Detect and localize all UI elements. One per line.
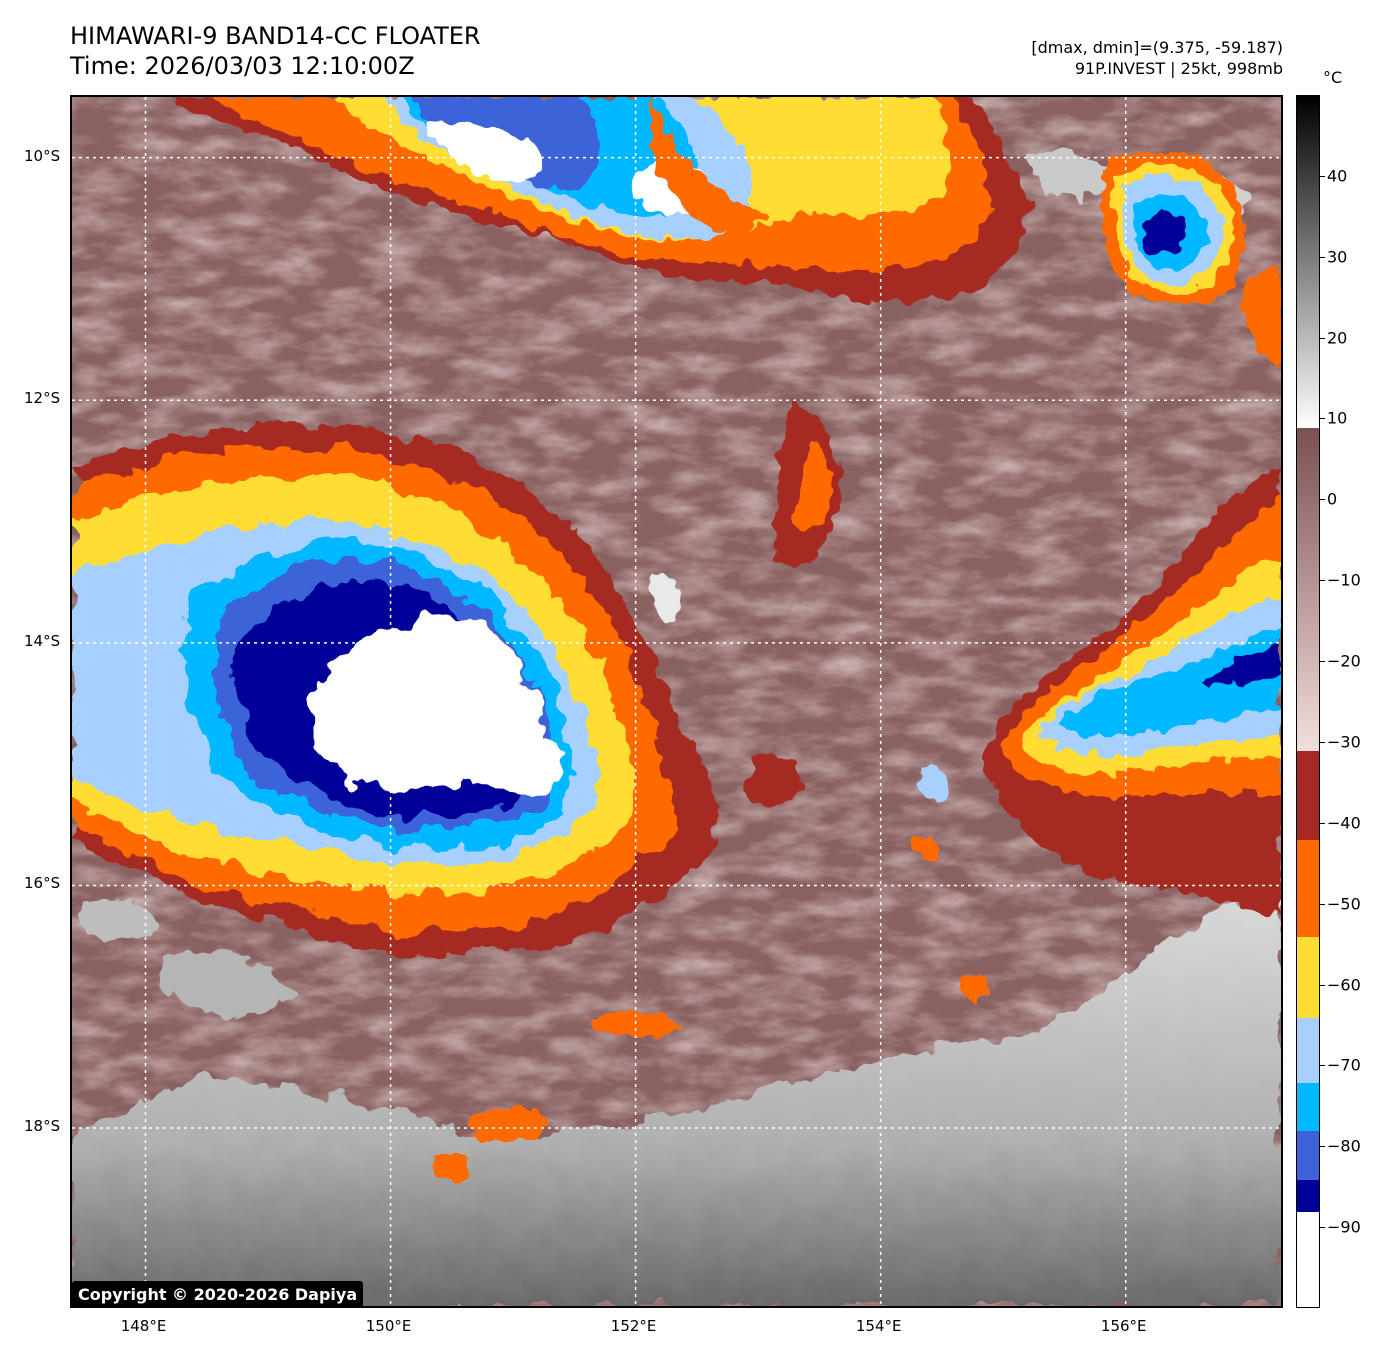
colorbar-tick-1	[1320, 256, 1325, 258]
colorbar-unit: °C	[1323, 68, 1343, 87]
data-range-info: [dmax, dmin]=(9.375, -59.187)	[1031, 38, 1283, 57]
copyright-badge: Copyright © 2020-2026 Dapiya	[72, 1281, 364, 1306]
colorbar-tick-2	[1320, 337, 1325, 339]
scattered-cells	[432, 97, 989, 1182]
colorbar-band-3	[1297, 839, 1319, 937]
colorbar-tick-4	[1320, 499, 1325, 501]
storm-cluster	[72, 422, 718, 957]
colorbar-tick-0	[1320, 175, 1325, 177]
colorbar	[1296, 95, 1320, 1308]
colorbar-band-2	[1297, 751, 1319, 840]
colorbar-label-6: −20	[1327, 651, 1361, 671]
colorbar-label-4: 0	[1327, 489, 1338, 509]
colorbar-label-11: −70	[1327, 1055, 1361, 1075]
colorbar-label-2: 20	[1327, 328, 1348, 348]
colorbar-label-5: −10	[1327, 570, 1361, 590]
colorbar-band-5	[1297, 1017, 1319, 1083]
colorbar-band-0	[1297, 96, 1319, 428]
colorbar-label-7: −30	[1327, 732, 1361, 752]
storm-info: 91P.INVEST | 25kt, 998mb	[1074, 59, 1283, 78]
map-title: HIMAWARI-9 BAND14-CC FLOATER	[70, 22, 481, 50]
colorbar-label-1: 30	[1327, 247, 1348, 267]
lat-label-3: 16°S	[24, 874, 61, 893]
lat-label-1: 12°S	[24, 389, 61, 408]
colorbar-tick-3	[1320, 418, 1325, 420]
map-time: Time: 2026/03/03 12:10:00Z	[70, 52, 415, 80]
colorbar-tick-12	[1320, 1146, 1325, 1148]
northern-band	[172, 97, 1032, 302]
colorbar-label-12: −80	[1327, 1136, 1361, 1156]
lon-label-1: 150°E	[365, 1317, 412, 1335]
colorbar-band-4	[1297, 937, 1319, 1018]
colorbar-tick-8	[1320, 822, 1325, 824]
lat-label-0: 10°S	[24, 146, 61, 165]
eastern-band	[982, 467, 1281, 917]
colorbar-tick-13	[1320, 1227, 1325, 1229]
colorbar-label-13: −90	[1327, 1217, 1361, 1237]
colorbar-label-8: −40	[1327, 813, 1361, 833]
colorbar-label-9: −50	[1327, 894, 1361, 914]
colorbar-label-10: −60	[1327, 975, 1361, 995]
lat-label-4: 18°S	[24, 1117, 61, 1136]
colorbar-tick-5	[1320, 580, 1325, 582]
colorbar-label-3: 10	[1327, 408, 1348, 428]
colorbar-band-8	[1297, 1179, 1319, 1212]
colorbar-tick-7	[1320, 741, 1325, 743]
colorbar-band-7	[1297, 1131, 1319, 1180]
lon-label-4: 156°E	[1100, 1317, 1147, 1335]
ne-cell	[1102, 150, 1281, 367]
colorbar-label-0: 40	[1327, 166, 1348, 186]
lat-label-2: 14°S	[24, 631, 61, 650]
colorbar-tick-10	[1320, 984, 1325, 986]
colorbar-band-9	[1297, 1211, 1319, 1307]
colorbar-band-1	[1297, 427, 1319, 751]
lon-label-2: 152°E	[610, 1317, 657, 1335]
colorbar-tick-9	[1320, 903, 1325, 905]
colorbar-tick-6	[1320, 661, 1325, 663]
lon-label-3: 154°E	[855, 1317, 902, 1335]
colorbar-tick-11	[1320, 1065, 1325, 1067]
lon-label-0: 148°E	[120, 1317, 167, 1335]
colorbar-band-6	[1297, 1082, 1319, 1132]
satellite-map: Copyright © 2020-2026 Dapiya	[70, 95, 1283, 1308]
satellite-imagery	[72, 97, 1281, 1306]
lat-lon-grid	[72, 97, 1281, 1306]
warm-gray-region	[72, 148, 1281, 1306]
